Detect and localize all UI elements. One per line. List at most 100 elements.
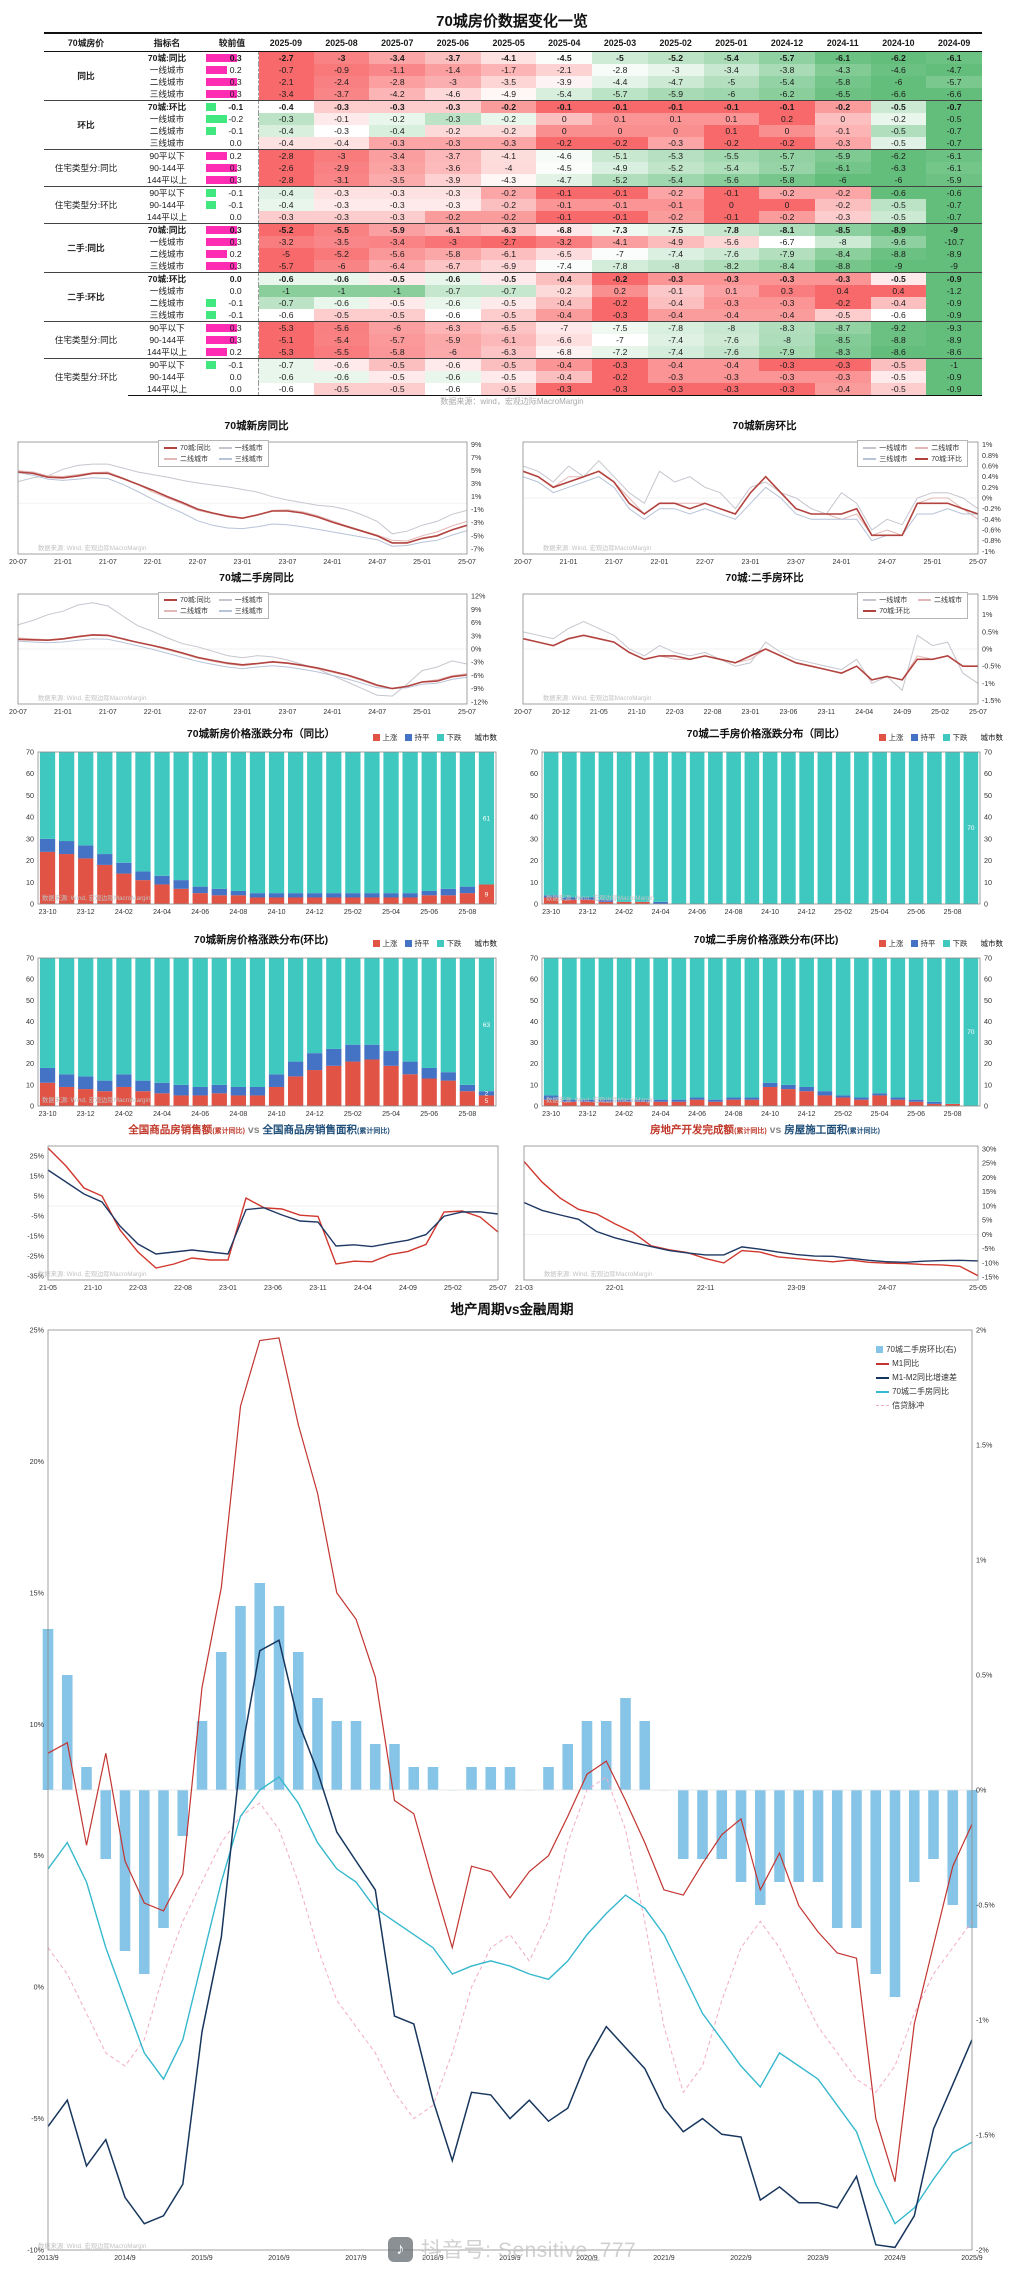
svg-text:24-04: 24-04 bbox=[652, 909, 670, 916]
heat-cell: -7.8 bbox=[703, 223, 760, 236]
chart-canvas: 1.5% 1% 0.5% 0% -0.5% -1% -1.5% 20-07 20-12 21-05… bbox=[514, 593, 1001, 716]
table-row: 三线城市 0.0 -0.4 -0.4 -0.3 -0.3 -0.3 -0.2 -0.2 -0.3-… bbox=[44, 137, 982, 150]
heat-cell: -5.9 bbox=[369, 223, 426, 236]
svg-text:50: 50 bbox=[984, 996, 992, 1005]
legend-item: 一线城市 bbox=[218, 443, 263, 453]
col-header: 2025-08 bbox=[313, 32, 370, 52]
heat-cell: -0.6 bbox=[258, 272, 314, 285]
heat-cell: -3 bbox=[425, 76, 481, 88]
heat-cell: -8.1 bbox=[759, 223, 815, 236]
indicator-name: 一线城市 bbox=[149, 286, 185, 296]
chart-resale-mom: 70城:二手房环比 1.5% 1% 0.5% 0% -0.5% -1% -1.5% 20-07 2… bbox=[513, 572, 1016, 720]
svg-text:60: 60 bbox=[26, 975, 34, 984]
chart-title: 70城:二手房环比 bbox=[725, 572, 804, 584]
svg-text:61: 61 bbox=[483, 815, 491, 822]
svg-text:21-03: 21-03 bbox=[515, 1285, 533, 1292]
svg-text:25-07: 25-07 bbox=[969, 709, 987, 716]
legend-item: 持平 bbox=[404, 732, 430, 743]
svg-text:6%: 6% bbox=[471, 618, 482, 627]
heat-cell: -0.5 bbox=[480, 383, 537, 396]
heat-cell: -0.3 bbox=[703, 383, 760, 396]
svg-text:2025/9: 2025/9 bbox=[961, 2255, 983, 2262]
svg-text:50: 50 bbox=[984, 791, 992, 800]
heat-cell: -2.1 bbox=[258, 76, 314, 88]
heat-cell: -0.3 bbox=[647, 383, 704, 396]
svg-text:2017/9: 2017/9 bbox=[345, 2255, 367, 2262]
svg-text:30: 30 bbox=[530, 834, 538, 843]
table-row: 90-144平 -0.1 -0.4 -0.3 -0.3 -0.3 -0.2 -0.1 -0.1-… bbox=[44, 199, 982, 211]
prev-change-cell: -0.2 bbox=[206, 113, 259, 125]
heat-cell: -8.3 bbox=[759, 321, 815, 334]
heat-cell: -2.4 bbox=[313, 76, 370, 88]
svg-text:60: 60 bbox=[984, 769, 992, 778]
heat-cell: -3.2 bbox=[536, 236, 593, 248]
heat-cell: -0.5 bbox=[870, 199, 927, 211]
table-row: 144平以上 0.0 -0.6 -0.5 -0.5 -0.6 -0.5 -0.3 -0.3 -0.… bbox=[44, 383, 982, 396]
legend-swatch bbox=[404, 734, 412, 741]
svg-text:25-04: 25-04 bbox=[382, 1111, 400, 1118]
prev-change-cell: 0.0 bbox=[206, 211, 259, 224]
heat-cell: -9 bbox=[926, 260, 982, 273]
svg-text:25-02: 25-02 bbox=[444, 1285, 462, 1292]
legend-swatch bbox=[942, 940, 950, 947]
chart-canvas: 25% 15% 5% -5% -15% -25% -35% 21-05 21-10 22-03 22… bbox=[27, 1145, 507, 1292]
svg-text:40: 40 bbox=[26, 813, 34, 822]
heat-cell: -6 bbox=[870, 76, 927, 88]
chart-source: 数据来源: Wind, 宏观边际MacroMargin bbox=[543, 545, 652, 552]
svg-text:21-07: 21-07 bbox=[605, 559, 623, 566]
heat-cell: -2.8 bbox=[592, 64, 648, 76]
heat-cell: -0.7 bbox=[926, 137, 982, 150]
heat-cell: -6.5 bbox=[814, 88, 871, 101]
svg-text:24-12: 24-12 bbox=[306, 909, 324, 916]
svg-text:22-01: 22-01 bbox=[606, 1285, 624, 1292]
heat-cell: -0.3 bbox=[369, 186, 426, 199]
heat-cell: -0.2 bbox=[592, 297, 648, 309]
legend: 一线城市 二线城市 三线城市 70城:环比 bbox=[857, 440, 968, 467]
heat-cell: -0.3 bbox=[536, 383, 593, 396]
heat-cell: -3.7 bbox=[425, 51, 481, 64]
svg-text:2: 2 bbox=[485, 1091, 489, 1098]
heat-cell: -9.2 bbox=[870, 321, 927, 334]
heat-cell: -0.2 bbox=[703, 137, 760, 150]
svg-text:-5%: -5% bbox=[31, 1212, 44, 1221]
heat-cell: -0.2 bbox=[814, 199, 871, 211]
svg-text:25-06: 25-06 bbox=[907, 909, 925, 916]
legend-item: 70城二手房同比 bbox=[876, 1386, 957, 1397]
svg-text:5: 5 bbox=[485, 1098, 489, 1105]
prev-data-bar bbox=[206, 225, 237, 235]
heat-cell: -0.2 bbox=[480, 113, 537, 125]
heat-cell: -6.7 bbox=[759, 236, 815, 248]
svg-text:70: 70 bbox=[984, 748, 992, 757]
svg-text:24-01: 24-01 bbox=[323, 709, 341, 716]
heat-cell: -5.2 bbox=[647, 162, 704, 174]
svg-text:24-07: 24-07 bbox=[368, 709, 386, 716]
chart-source: 数据来源: Wind, 宏观边际MacroMargin bbox=[546, 1097, 655, 1104]
legend-swatch bbox=[218, 458, 232, 460]
svg-text:0: 0 bbox=[534, 900, 538, 909]
heat-cell: -6.1 bbox=[926, 149, 982, 162]
heat-cell: -6.6 bbox=[536, 334, 593, 346]
table-row: 三线城市 -0.1 -0.6 -0.5 -0.5 -0.6 -0.5 -0.4 -0.3 -0.4… bbox=[44, 309, 982, 322]
heat-cell: -7.6 bbox=[703, 346, 760, 359]
heat-cell: -0.6 bbox=[870, 186, 927, 199]
svg-text:1.5%: 1.5% bbox=[982, 593, 999, 602]
heat-cell: -9.3 bbox=[926, 321, 982, 334]
heat-cell: -0.1 bbox=[313, 113, 370, 125]
heat-cell: -6.3 bbox=[480, 346, 537, 359]
heat-cell: -0.4 bbox=[759, 309, 815, 322]
heat-cell: -0.4 bbox=[647, 309, 704, 322]
heat-cell: -6.1 bbox=[814, 51, 871, 64]
prev-change-cell: 0.0 bbox=[206, 272, 259, 285]
legend-swatch bbox=[164, 599, 177, 601]
legend-item: 上涨 bbox=[878, 938, 904, 949]
prev-change-cell: 0.3 bbox=[206, 162, 259, 174]
legend-swatch bbox=[404, 940, 412, 947]
heat-cell: -0.3 bbox=[592, 358, 648, 371]
heat-cell: -0.1 bbox=[536, 211, 593, 224]
heat-cell: -3.9 bbox=[425, 174, 481, 187]
heat-cell: -6.1 bbox=[480, 334, 537, 346]
group-label: 二手:同比 bbox=[44, 223, 128, 273]
col-header: 2024-11 bbox=[814, 32, 871, 52]
svg-text:0: 0 bbox=[534, 1102, 538, 1111]
